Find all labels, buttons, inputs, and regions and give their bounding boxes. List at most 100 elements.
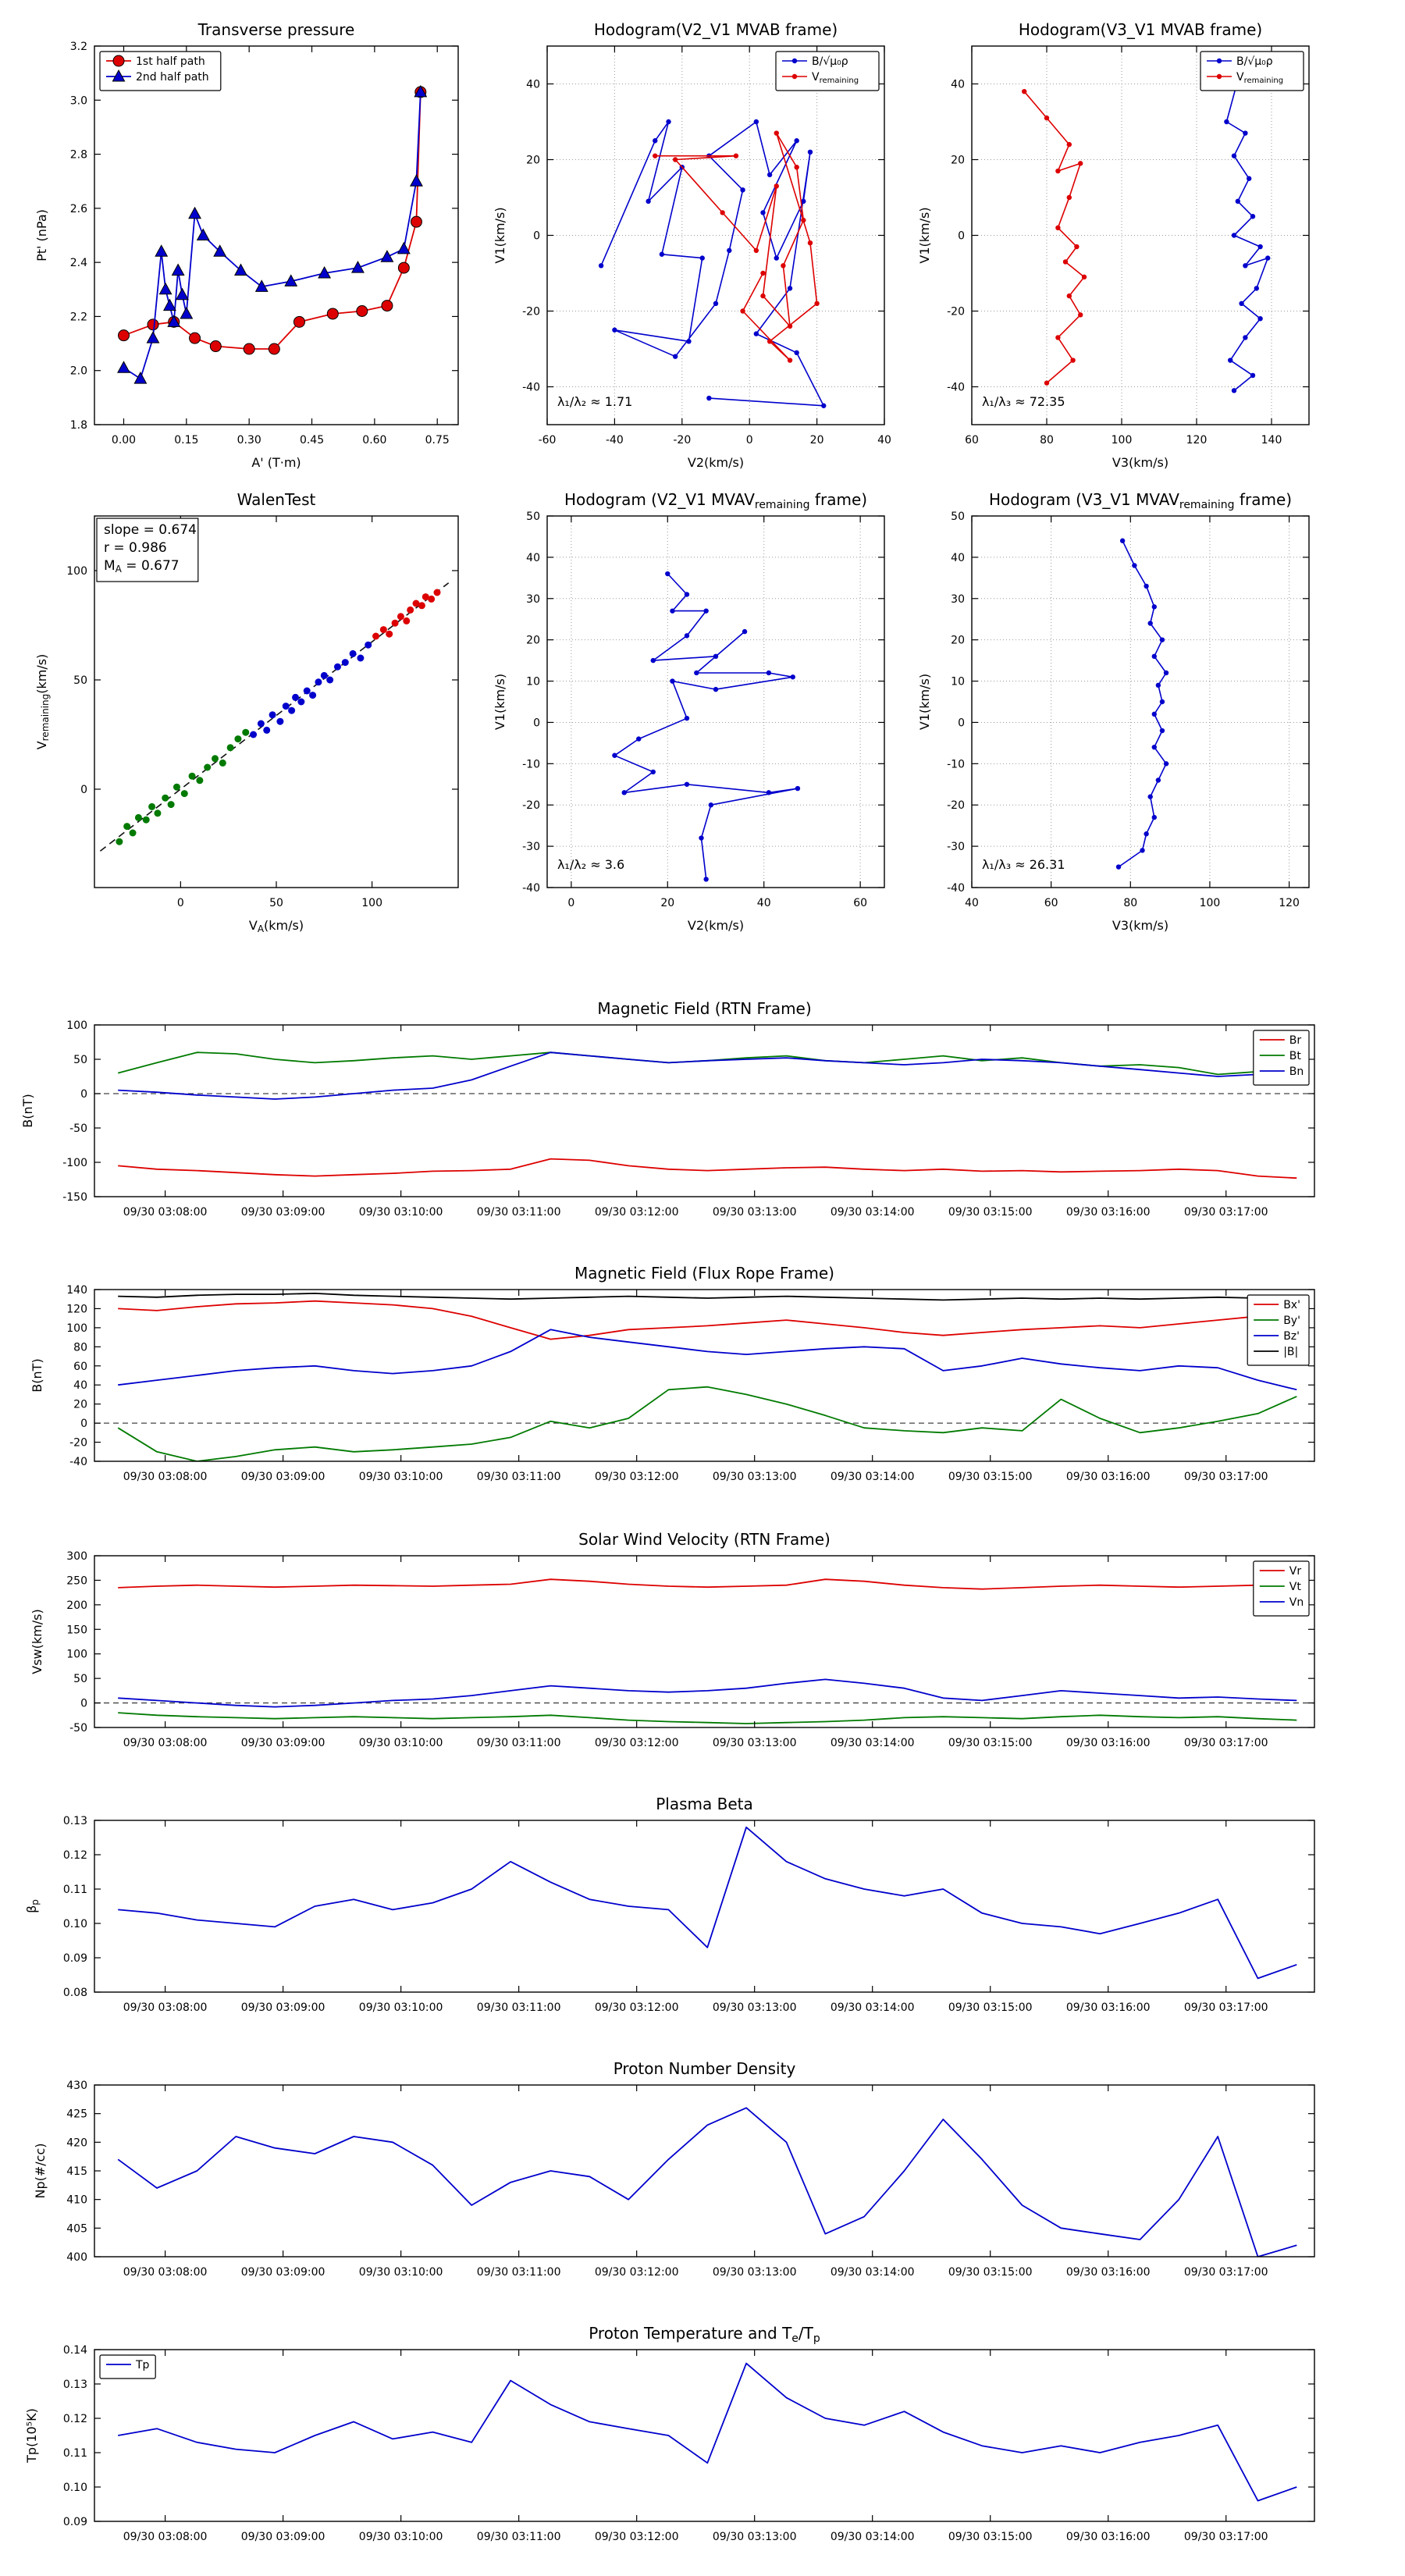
marker-point: [242, 728, 250, 736]
marker-point: [1055, 225, 1061, 230]
marker-point: [1078, 312, 1083, 318]
marker-point: [713, 686, 719, 692]
marker-triangle: [133, 372, 148, 384]
y-axis-label: βp: [24, 1899, 41, 1913]
marker-point: [1044, 115, 1050, 121]
marker-point: [288, 706, 296, 714]
marker-point: [821, 403, 827, 408]
x-tick-label: 09/30 03:17:00: [1184, 1737, 1268, 1749]
y-tick-label: 10: [526, 676, 540, 688]
series-trace: [1118, 540, 1167, 868]
x-tick-label: 09/30 03:08:00: [123, 2001, 208, 2014]
marker-point: [326, 676, 334, 684]
marker-triangle: [146, 331, 160, 343]
marker-point: [349, 649, 357, 657]
x-tick-label: 09/30 03:10:00: [359, 1206, 443, 1219]
y-tick-label: -40: [947, 882, 965, 895]
y-tick-label: 0.10: [63, 2482, 87, 2494]
y-tick-label: 50: [951, 511, 965, 523]
chart-title: Plasma Beta: [656, 1795, 753, 1813]
marker-point: [650, 769, 656, 775]
y-tick-label: -20: [947, 799, 965, 812]
marker-triangle: [171, 263, 185, 276]
x-tick-label: 09/30 03:14:00: [831, 1737, 915, 1749]
y-tick-label: 30: [951, 593, 965, 606]
marker-point: [1062, 259, 1069, 265]
marker-point: [646, 198, 651, 205]
marker-point: [665, 571, 670, 577]
marker-point: [650, 657, 656, 664]
marker-triangle: [254, 279, 269, 292]
marker-point: [684, 715, 690, 721]
y-tick-label: 0.09: [63, 2516, 87, 2528]
marker-triangle: [196, 228, 210, 240]
marker-point: [433, 589, 441, 596]
marker-point: [212, 755, 219, 763]
x-axis-label: V2(km/s): [688, 918, 744, 933]
marker-point: [188, 772, 196, 780]
y-tick-label: 20: [951, 155, 965, 167]
series-bn: [118, 1051, 1297, 1100]
marker-point: [1151, 814, 1157, 820]
marker-point: [670, 608, 675, 614]
x-tick-label: 09/30 03:08:00: [123, 2531, 208, 2543]
marker-point: [760, 270, 766, 276]
marker-point: [1231, 233, 1237, 238]
marker-point: [276, 717, 284, 725]
x-tick-label: 09/30 03:14:00: [831, 2001, 915, 2014]
chart-magnetic-field-flux-rope: 09/30 03:08:00 09/30 03:09:00 09/30 03:10:…: [30, 1264, 1315, 1483]
axes-frame: [94, 1820, 1315, 1993]
marker-point: [180, 790, 188, 798]
marker-point: [219, 759, 226, 767]
marker-point: [379, 626, 387, 634]
marker-point: [303, 687, 311, 695]
marker-triangle: [397, 241, 411, 254]
y-tick-label: 0.11: [63, 2447, 87, 2460]
x-tick-label: 09/30 03:09:00: [241, 2266, 325, 2279]
y-tick-label: 120: [66, 1303, 87, 1315]
marker-point: [356, 305, 368, 317]
x-tick-label: 0.45: [300, 434, 324, 447]
chart-proton-density: 09/30 03:08:00 09/30 03:09:00 09/30 03:10:…: [33, 2059, 1315, 2279]
x-tick-label: -20: [673, 434, 691, 447]
marker-point: [598, 263, 604, 269]
x-tick-label: 09/30 03:10:00: [359, 1471, 443, 1483]
x-tick-label: 09/30 03:10:00: [359, 2531, 443, 2543]
markers-b: [598, 119, 827, 408]
marker-point: [326, 308, 339, 320]
legend-label: Vremaining: [1236, 71, 1283, 85]
marker-point: [189, 332, 201, 344]
axes-frame: [94, 1555, 1315, 1728]
series-np: [117, 2107, 1297, 2257]
y-axis-label: V1(km/s): [917, 207, 932, 263]
marker-point: [403, 617, 411, 624]
legend-label: B/√μ₀ρ: [1236, 55, 1273, 68]
marker-point: [1151, 604, 1157, 610]
marker-point: [767, 172, 773, 178]
series-v-remaining: [655, 132, 818, 361]
marker-point: [753, 331, 759, 336]
chart-hodogram-v2v1-mvab: -60 -40 -20 0 20 40 -40 -20 0 20 40 Hodogram(V2_V1 …: [493, 20, 891, 470]
stats-line: slope = 0.674: [104, 522, 197, 538]
marker-point: [282, 703, 290, 710]
marker-point: [1231, 153, 1237, 158]
chart-title: Magnetic Field (RTN Frame): [597, 999, 811, 1018]
marker-point: [766, 670, 772, 676]
marker-point: [801, 198, 806, 205]
marker-point: [1235, 198, 1241, 205]
marker-point: [129, 829, 137, 837]
stats-box: [96, 518, 199, 582]
x-axis-label: V2(km/s): [688, 455, 744, 470]
markers-first-segment: [116, 728, 250, 845]
x-tick-label: 09/30 03:17:00: [1184, 1206, 1268, 1219]
y-tick-label: -40: [522, 882, 540, 895]
marker-point: [1070, 358, 1076, 363]
marker-point: [397, 613, 404, 621]
marker-point: [1144, 831, 1149, 837]
marker-point: [1257, 244, 1263, 250]
x-tick-label: 09/30 03:15:00: [948, 1471, 1033, 1483]
marker-point: [1044, 380, 1050, 386]
markers-trace: [612, 571, 801, 882]
y-axis-label: B(nT): [20, 1094, 35, 1127]
marker-point: [666, 119, 671, 125]
